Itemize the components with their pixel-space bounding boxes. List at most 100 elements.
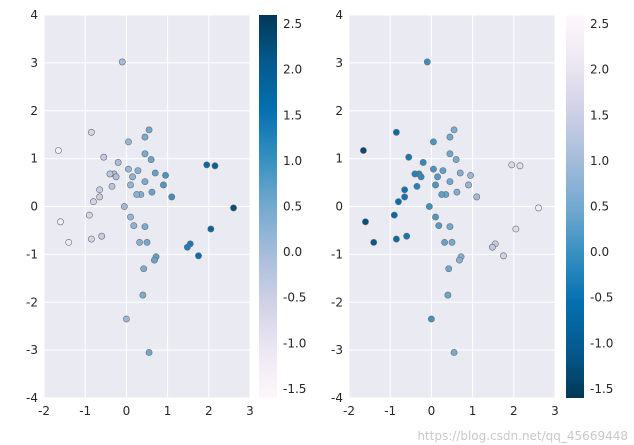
data-point <box>360 147 367 154</box>
data-point <box>417 173 425 181</box>
data-point <box>130 222 138 230</box>
y-tick-label: -4 <box>331 391 343 405</box>
y-tick-label: -1 <box>331 247 343 261</box>
x-tick-label: 2 <box>510 404 518 418</box>
x-tick-label: 1 <box>164 404 172 418</box>
x-tick-label: -1 <box>79 404 91 418</box>
colorbar-tick-label: -0.5 <box>590 291 613 305</box>
colorbar-tick-label: 2.0 <box>283 63 302 77</box>
data-point <box>65 239 73 246</box>
x-tick-label: -2 <box>38 404 50 418</box>
x-tick-label: 3 <box>246 404 254 418</box>
y-tick-label: -2 <box>26 295 38 309</box>
data-point <box>467 171 474 179</box>
data-point <box>427 315 435 323</box>
data-point <box>446 223 454 231</box>
data-point <box>516 162 524 170</box>
data-point <box>444 291 452 299</box>
colorbar-tick-label: -1.5 <box>590 382 613 396</box>
y-tick-label: 0 <box>30 200 38 214</box>
x-tick-label: 0 <box>123 404 131 418</box>
y-tick-label: 3 <box>30 56 38 70</box>
colorbar-gradient <box>566 15 584 398</box>
data-point <box>432 181 439 189</box>
y-tick-label: 3 <box>335 56 343 70</box>
x-tick-label: -2 <box>343 404 355 418</box>
data-point <box>106 170 114 178</box>
data-point <box>430 138 437 146</box>
data-point <box>129 173 136 181</box>
data-point <box>430 165 437 173</box>
data-point <box>508 161 516 169</box>
data-point <box>432 213 439 221</box>
data-point <box>160 181 167 189</box>
data-point <box>147 156 155 163</box>
data-point <box>168 193 176 201</box>
data-point <box>118 58 126 66</box>
data-point <box>450 126 458 134</box>
colorbar-tick-label: 1.5 <box>283 108 302 122</box>
data-point <box>403 232 411 240</box>
data-point <box>465 181 472 189</box>
data-point <box>207 225 215 233</box>
data-point <box>123 315 130 323</box>
data-point <box>441 239 448 246</box>
data-point <box>108 182 116 190</box>
data-point <box>401 193 409 201</box>
data-point <box>96 193 104 201</box>
data-point <box>456 256 463 264</box>
data-point <box>120 203 128 210</box>
data-point <box>90 198 97 206</box>
data-point <box>211 162 219 170</box>
data-point <box>448 239 456 246</box>
data-point <box>473 193 481 201</box>
data-point <box>488 243 496 251</box>
data-point <box>230 204 237 212</box>
data-point <box>419 159 427 166</box>
data-point <box>127 181 134 189</box>
data-point <box>438 191 446 198</box>
data-point <box>425 203 433 210</box>
colorbar: 2.5 2.0 1.5 1.0 0.5 0.0 -0.5 -1.0 -1.5 <box>259 15 306 398</box>
data-point <box>390 211 398 219</box>
data-point <box>141 223 149 231</box>
data-point <box>411 170 419 178</box>
colorbar-gradient <box>259 15 277 398</box>
data-point <box>100 153 108 161</box>
colorbar-tick-label: 0.5 <box>283 200 302 214</box>
data-point <box>139 291 147 299</box>
y-tick-label: -3 <box>26 343 38 357</box>
y-tick-label: 1 <box>30 152 38 166</box>
y-tick-label: 2 <box>335 104 343 118</box>
data-point <box>446 178 454 186</box>
x-tick-label: 0 <box>428 404 436 418</box>
data-point <box>140 265 148 273</box>
data-point <box>434 173 441 181</box>
data-point <box>445 265 453 273</box>
data-point <box>362 218 369 226</box>
data-point <box>435 222 443 230</box>
scatter-points <box>360 58 542 356</box>
x-tick-label: 3 <box>551 404 559 418</box>
data-point <box>446 133 454 141</box>
data-point <box>392 235 400 243</box>
data-point <box>413 182 421 190</box>
y-tick-label: 2 <box>30 104 38 118</box>
data-point <box>125 138 132 146</box>
data-point <box>127 213 134 221</box>
data-point <box>134 167 142 174</box>
data-point <box>141 178 149 186</box>
data-point <box>535 204 542 212</box>
x-tick-label: -1 <box>384 404 396 418</box>
colorbar-tick-label: 1.0 <box>283 154 302 168</box>
colorbar-tick-label: -1.0 <box>283 336 306 350</box>
colorbar-tick-label: 0.0 <box>283 245 302 259</box>
scatter-points <box>55 58 237 356</box>
colorbar-tick-label: 2.5 <box>590 17 609 31</box>
data-point <box>453 188 461 196</box>
data-point <box>148 188 156 196</box>
colorbar-tick-label: 0.5 <box>590 200 609 214</box>
data-point <box>439 167 447 174</box>
data-point <box>452 156 460 163</box>
